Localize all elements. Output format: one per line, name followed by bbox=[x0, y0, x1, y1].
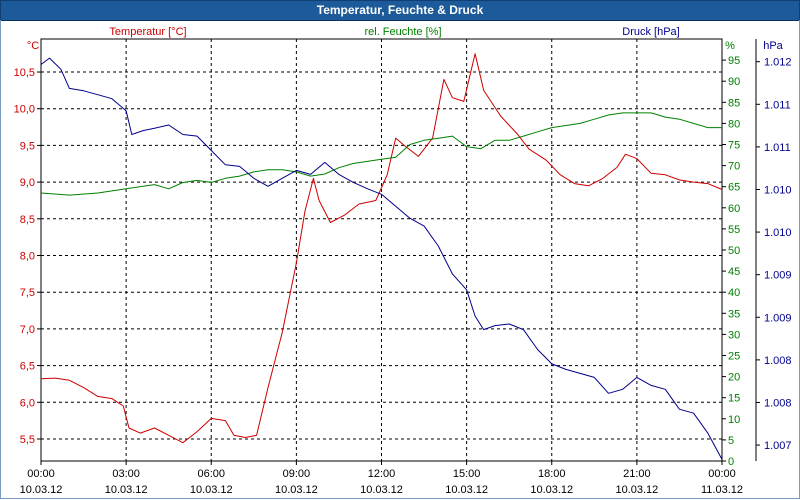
x-tick-label-time: 06:00 bbox=[197, 468, 225, 480]
humidity-tick-label: 95 bbox=[728, 55, 740, 67]
temperature-tick-label: 9,0 bbox=[20, 177, 35, 189]
temperature-tick-label: 7,0 bbox=[20, 324, 35, 336]
humidity-tick-label: 85 bbox=[728, 97, 740, 109]
temperature-tick-label: 7,5 bbox=[20, 287, 35, 299]
pressure-tick-label: 1.010 bbox=[764, 184, 792, 196]
x-tick-label-date: 11.03.12 bbox=[701, 484, 743, 496]
series-lines bbox=[40, 53, 723, 460]
humidity-unit-label: % bbox=[725, 40, 735, 52]
temperature-tick-label: 6,5 bbox=[20, 361, 35, 373]
humidity-tick-label: 75 bbox=[728, 140, 740, 152]
pressure-tick-label: 1.008 bbox=[764, 355, 792, 367]
temperature-tick-label: 5,5 bbox=[20, 434, 35, 446]
humidity-tick-label: 80 bbox=[728, 118, 740, 130]
chart-title: Temperatur, Feuchte & Druck bbox=[316, 3, 484, 17]
series-line-temperature bbox=[40, 53, 723, 444]
x-tick-label-date: 10.03.12 bbox=[615, 484, 658, 496]
x-tick-label-date: 10.03.12 bbox=[445, 484, 488, 496]
x-tick-label-time: 00:00 bbox=[27, 468, 55, 480]
humidity-tick-label: 60 bbox=[728, 203, 740, 215]
x-tick-label-date: 10.03.12 bbox=[20, 484, 63, 496]
humidity-tick-label: 15 bbox=[728, 393, 740, 405]
pressure-tick-label: 1.011 bbox=[764, 142, 791, 154]
tick-labels: 00:00 10.03.12 03:00 10.03.12 06:00 10.03.12 0… bbox=[14, 55, 792, 496]
pressure-tick-label: 1.011 bbox=[764, 99, 791, 111]
pressure-unit-label: hPa bbox=[763, 40, 783, 52]
temperature-tick-label: 6,0 bbox=[20, 397, 35, 409]
x-tick-label-date: 10.03.12 bbox=[360, 484, 403, 496]
temperature-tick-label: 8,5 bbox=[20, 214, 35, 226]
humidity-tick-label: 0 bbox=[728, 456, 734, 468]
grid-lines bbox=[41, 39, 722, 461]
pressure-axis-label: Druck [hPa] bbox=[622, 26, 679, 38]
x-tick-label-date: 10.03.12 bbox=[105, 484, 148, 496]
axis-labels: °C Temperatur [°C]% rel. Feuchte [%] hPa Dru… bbox=[27, 26, 784, 52]
temperature-tick-label: 8,0 bbox=[20, 251, 35, 263]
pressure-tick-label: 1.007 bbox=[764, 440, 792, 452]
temperature-axis-label: Temperatur [°C] bbox=[109, 26, 186, 38]
x-tick-label-date: 10.03.12 bbox=[275, 484, 318, 496]
pressure-tick-label: 1.012 bbox=[764, 57, 792, 69]
pressure-tick-label: 1.009 bbox=[764, 312, 792, 324]
temperature-tick-label: 9,5 bbox=[20, 140, 35, 152]
temperature-unit-label: °C bbox=[27, 40, 39, 52]
pressure-tick-label: 1.009 bbox=[764, 270, 792, 282]
humidity-tick-label: 40 bbox=[728, 287, 740, 299]
axes bbox=[37, 38, 760, 465]
humidity-tick-label: 45 bbox=[728, 266, 740, 278]
series-line-humidity bbox=[40, 112, 722, 196]
humidity-tick-label: 20 bbox=[728, 372, 740, 384]
pressure-tick-label: 1.010 bbox=[764, 227, 792, 239]
humidity-axis-label: rel. Feuchte [%] bbox=[364, 26, 441, 38]
humidity-tick-label: 5 bbox=[728, 435, 734, 447]
title-bar: Temperatur, Feuchte & Druck bbox=[0, 0, 800, 21]
humidity-tick-label: 35 bbox=[728, 308, 740, 320]
x-tick-label-date: 10.03.12 bbox=[190, 484, 233, 496]
x-tick-label-time: 00:00 bbox=[708, 468, 736, 480]
humidity-tick-label: 50 bbox=[728, 245, 740, 257]
x-tick-label-time: 15:00 bbox=[453, 468, 481, 480]
x-tick-label-time: 12:00 bbox=[368, 468, 396, 480]
humidity-tick-label: 90 bbox=[728, 76, 740, 88]
pressure-tick-label: 1.008 bbox=[764, 397, 792, 409]
humidity-tick-label: 70 bbox=[728, 161, 740, 173]
series-line-pressure bbox=[40, 57, 723, 460]
humidity-tick-label: 10 bbox=[728, 414, 740, 426]
x-tick-label-date: 10.03.12 bbox=[530, 484, 573, 496]
humidity-tick-label: 65 bbox=[728, 182, 740, 194]
humidity-tick-label: 30 bbox=[728, 329, 740, 341]
temperature-tick-label: 10,5 bbox=[14, 67, 35, 79]
temperature-tick-label: 10,0 bbox=[14, 104, 35, 116]
x-tick-label-time: 18:00 bbox=[538, 468, 566, 480]
x-tick-label-time: 21:00 bbox=[623, 468, 651, 480]
humidity-tick-label: 55 bbox=[728, 224, 740, 236]
humidity-tick-label: 25 bbox=[728, 351, 740, 363]
x-tick-label-time: 03:00 bbox=[112, 468, 140, 480]
x-tick-label-time: 09:00 bbox=[283, 468, 311, 480]
